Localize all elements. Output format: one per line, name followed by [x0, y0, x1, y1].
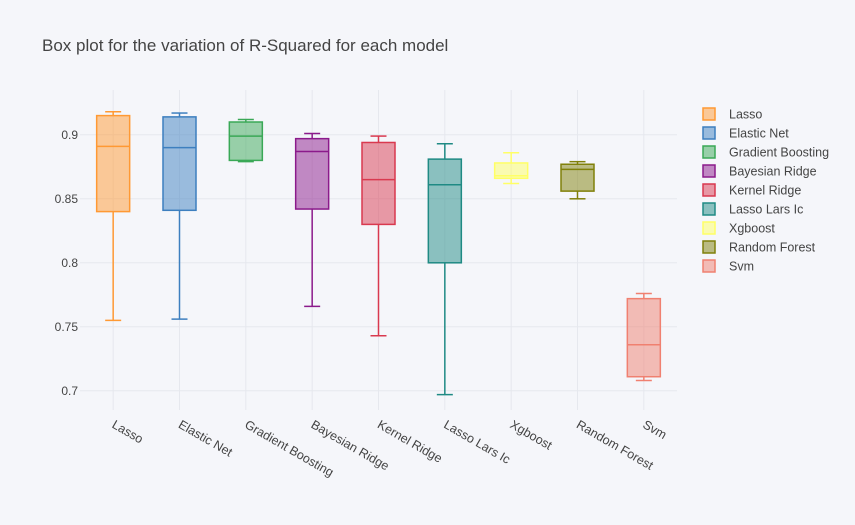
legend-item-kernel-ridge[interactable]: Kernel Ridge [702, 183, 801, 198]
box-kernel-ridge[interactable] [361, 135, 396, 337]
legend-swatch [702, 145, 716, 159]
legend-item-elastic-net[interactable]: Elastic Net [702, 126, 789, 141]
legend-label: Xgboost [729, 222, 775, 236]
box-lasso-lars-ic[interactable] [427, 143, 463, 396]
box-random-forest[interactable] [560, 160, 595, 200]
legend-swatch [702, 126, 716, 140]
legend-item-svm[interactable]: Svm [702, 259, 754, 274]
box-gradient-boosting[interactable] [228, 118, 264, 163]
legend-item-gradient-boosting[interactable]: Gradient Boosting [702, 145, 829, 160]
legend: Lasso Elastic Net Gradient Boosting Bayesia… [702, 107, 829, 274]
y-tick-label: 0.75 [55, 320, 79, 334]
box-body [427, 158, 463, 264]
legend-label: Lasso Lars Ic [729, 203, 803, 217]
box-lasso[interactable] [95, 111, 131, 322]
legend-label: Gradient Boosting [729, 146, 829, 160]
legend-item-xgboost[interactable]: Xgboost [702, 221, 775, 236]
box-svm[interactable] [626, 292, 662, 382]
legend-swatch [702, 240, 716, 254]
box-body [294, 137, 330, 210]
y-tick-label: 0.9 [61, 128, 78, 142]
y-axis-ticks: 0.7 0.75 0.8 0.85 0.9 [55, 128, 79, 398]
box-body [626, 297, 662, 378]
legend-label: Lasso [729, 108, 762, 122]
box-body [162, 116, 197, 212]
legend-item-random-forest[interactable]: Random Forest [702, 240, 816, 255]
box-xgboost[interactable] [493, 151, 529, 185]
legend-item-bayesian-ridge[interactable]: Bayesian Ridge [702, 164, 817, 179]
legend-label: Kernel Ridge [729, 184, 801, 198]
box-body [228, 121, 264, 162]
legend-label: Svm [729, 260, 754, 274]
box-bayesian-ridge[interactable] [294, 132, 330, 308]
legend-item-lasso[interactable]: Lasso [702, 107, 762, 122]
y-tick-label: 0.8 [61, 256, 78, 270]
legend-swatch [702, 164, 716, 178]
chart-title: Box plot for the variation of R-Squared … [42, 36, 448, 55]
legend-swatch [702, 107, 716, 121]
box-body [361, 141, 396, 226]
box-body [95, 114, 131, 213]
box-body [560, 163, 595, 192]
legend-swatch [702, 259, 716, 273]
legend-swatch [702, 202, 716, 216]
legend-swatch [702, 221, 716, 235]
legend-label: Random Forest [729, 241, 816, 255]
legend-label: Elastic Net [729, 127, 789, 141]
legend-label: Bayesian Ridge [729, 165, 817, 179]
boxes [95, 111, 662, 396]
legend-item-lasso-lars-ic[interactable]: Lasso Lars Ic [702, 202, 803, 217]
y-tick-label: 0.7 [61, 384, 78, 398]
y-tick-label: 0.85 [55, 192, 79, 206]
box-elastic-net[interactable] [162, 112, 197, 320]
box-body [493, 162, 529, 180]
legend-swatch [702, 183, 716, 197]
